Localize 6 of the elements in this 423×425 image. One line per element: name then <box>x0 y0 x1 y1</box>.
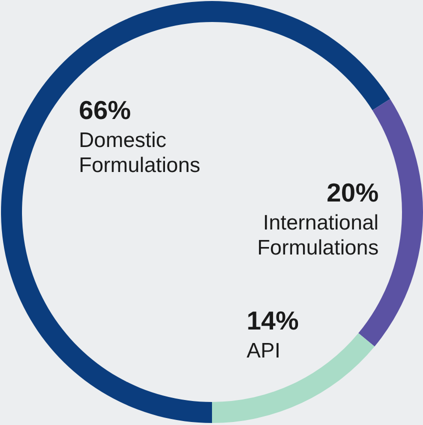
slice-label: International Formulations <box>257 212 379 260</box>
slice-label: API <box>246 339 281 362</box>
data-label: 14% <box>246 305 299 336</box>
slice-label: Domestic Formulations <box>78 128 200 177</box>
data-label: 66% <box>78 94 131 125</box>
data-label: 20% <box>326 178 379 208</box>
